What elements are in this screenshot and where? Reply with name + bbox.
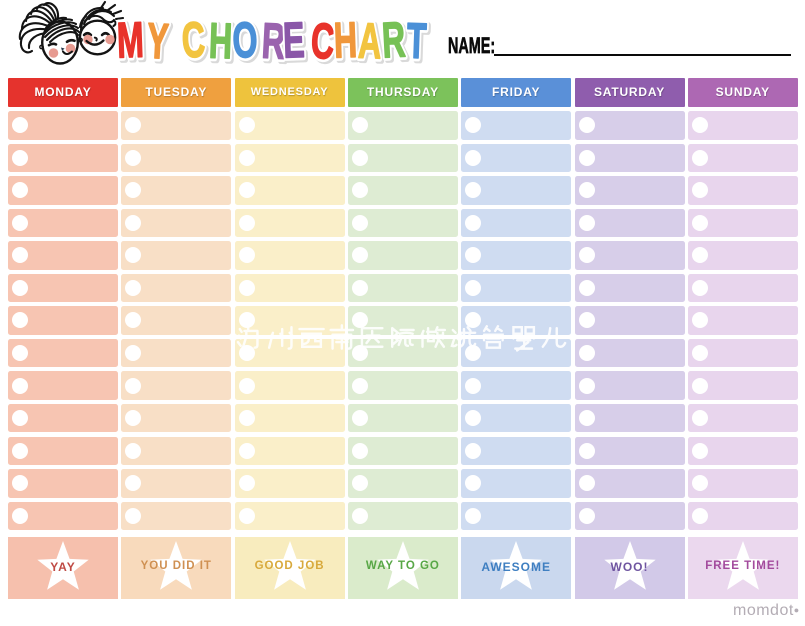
svg-text:R: R bbox=[261, 12, 287, 69]
svg-text:Y: Y bbox=[146, 12, 170, 69]
svg-text:A: A bbox=[357, 12, 382, 69]
svg-text:E: E bbox=[282, 12, 305, 69]
svg-text:O: O bbox=[232, 11, 259, 68]
svg-text:H: H bbox=[333, 11, 358, 68]
svg-text:C: C bbox=[310, 12, 336, 69]
svg-text:R: R bbox=[381, 11, 407, 68]
svg-text:H: H bbox=[208, 12, 233, 69]
svg-text:R: R bbox=[381, 11, 407, 68]
svg-text:M: M bbox=[116, 11, 145, 68]
svg-text:M: M bbox=[116, 11, 145, 68]
svg-text:C: C bbox=[310, 12, 336, 69]
svg-text:R: R bbox=[261, 12, 287, 69]
svg-text:O: O bbox=[232, 11, 259, 68]
svg-text:H: H bbox=[208, 12, 233, 69]
svg-text:Y: Y bbox=[146, 12, 170, 69]
svg-text:T: T bbox=[406, 12, 428, 69]
svg-text:C: C bbox=[180, 11, 206, 68]
svg-text:H: H bbox=[333, 11, 358, 68]
svg-text:A: A bbox=[357, 12, 382, 69]
svg-text:E: E bbox=[282, 12, 305, 69]
